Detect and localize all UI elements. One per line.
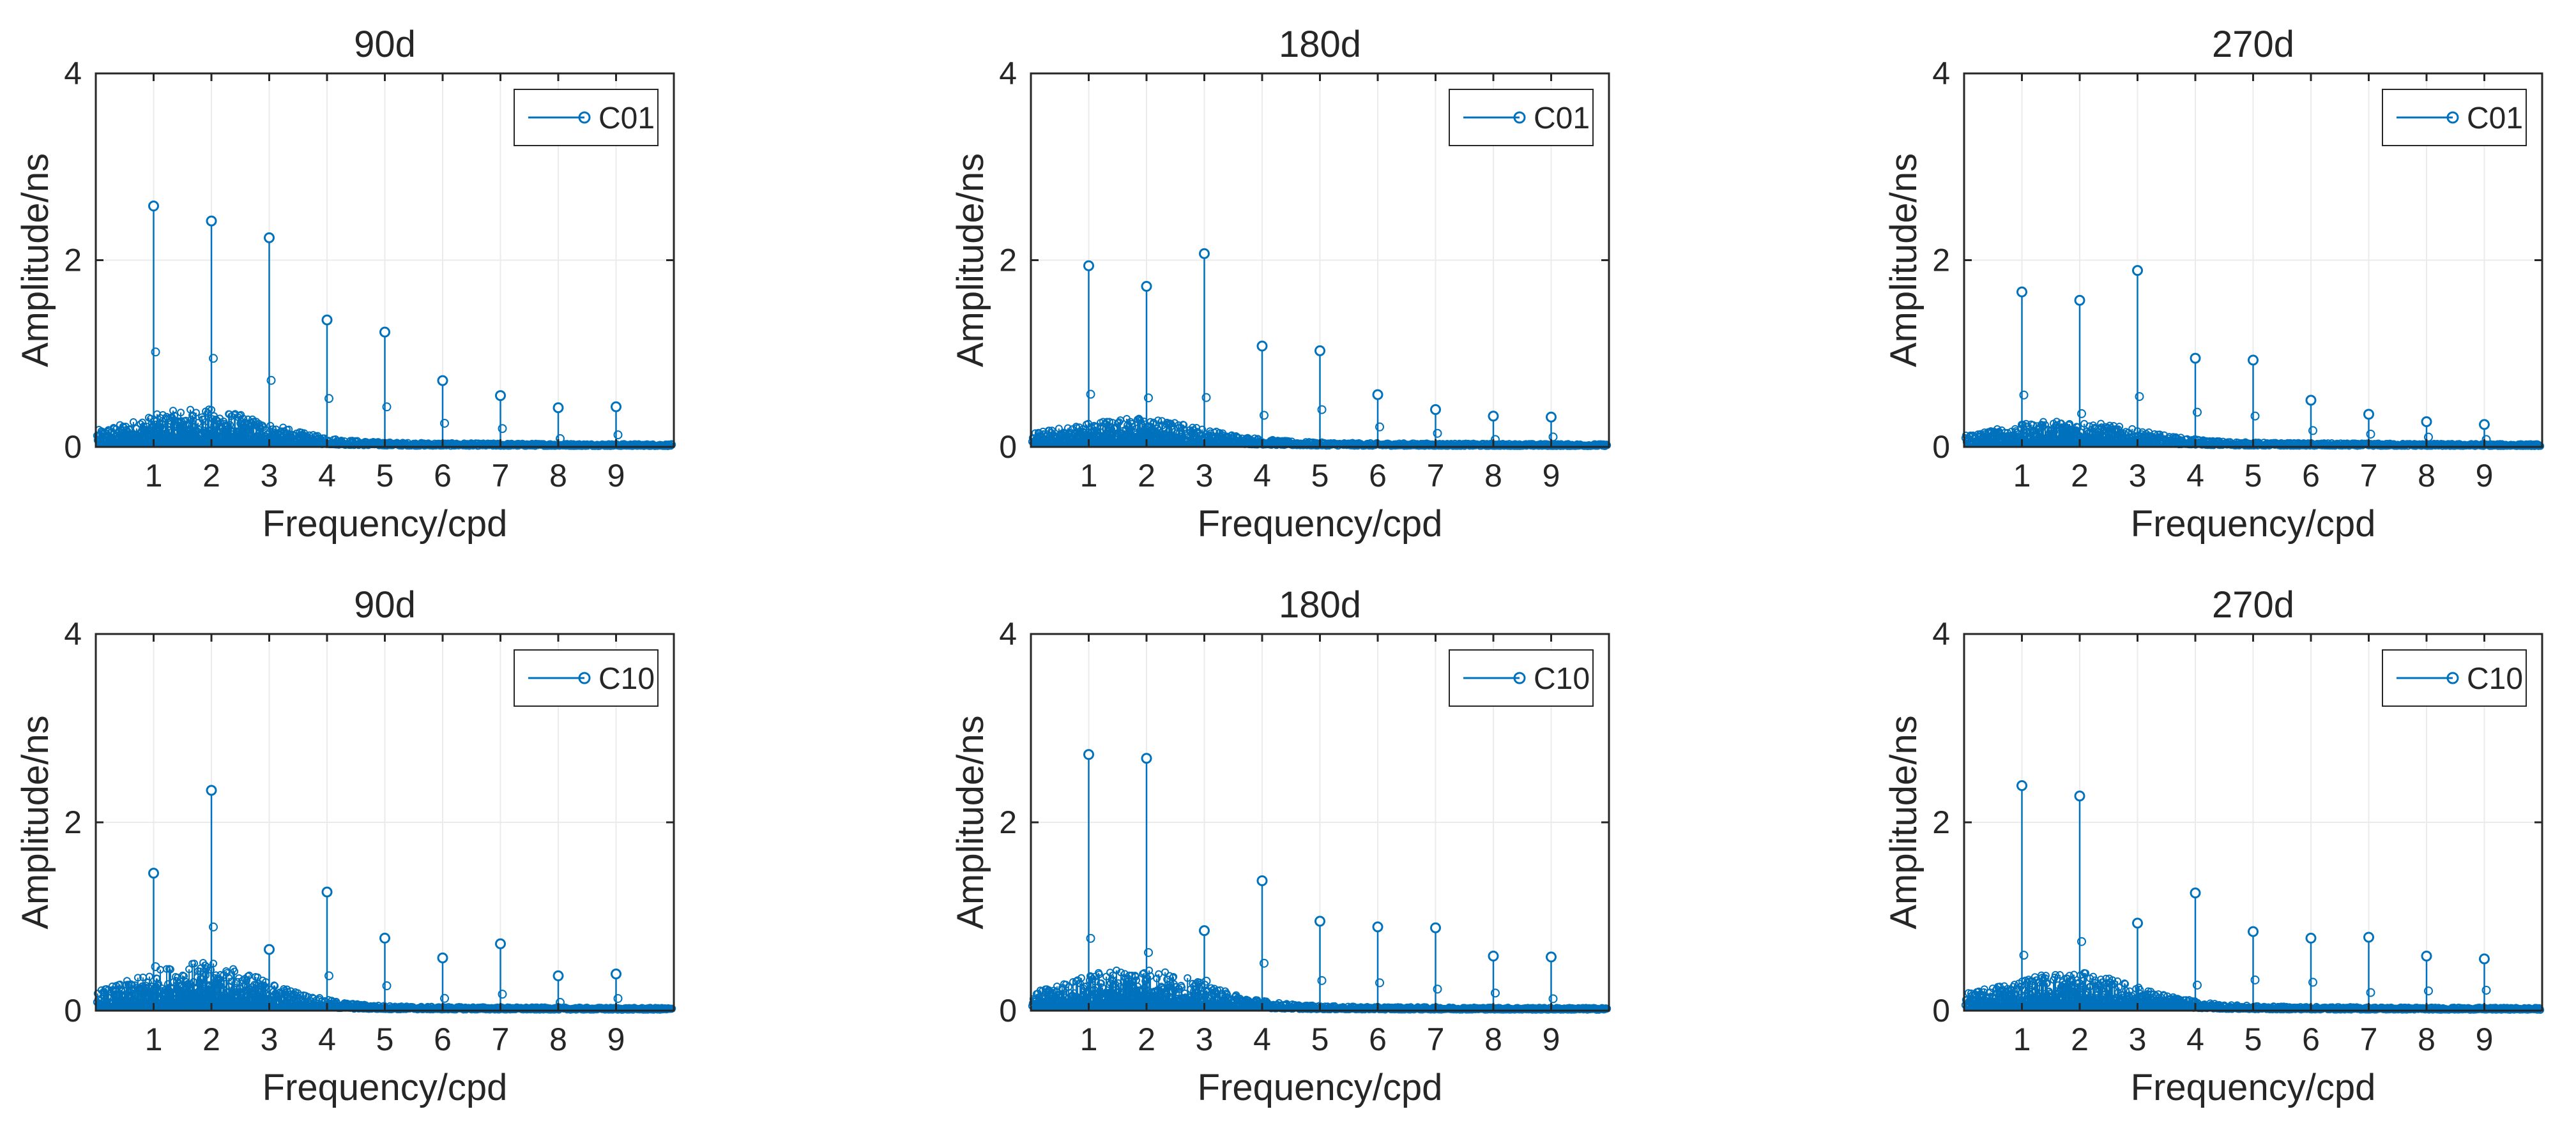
stem-marker [182,416,190,425]
peak-marker [206,215,217,227]
x-tick-label: 1 [145,458,163,494]
panel-1: 1 2 3 4 5 6 7 8 9 0 2 4 90d Frequency/cpd Amplitude/ns… [15,24,676,545]
peak-marker [1372,389,1383,400]
peak-side-marker [266,375,276,385]
peak-side-marker [556,434,565,444]
stem-marker [129,418,137,426]
stem-marker [240,414,248,423]
peak-marker [437,375,448,386]
y-tick-label: 0 [64,429,82,465]
x-tick-label: 9 [607,458,625,494]
stem-marker [1063,424,1072,432]
stem-marker [112,425,120,434]
peak-marker [321,314,333,326]
x-axis-label: Frequency/cpd [263,503,508,545]
peak-marker [1141,280,1152,292]
x-tick-label: 1 [1080,458,1098,494]
stem-marker [259,423,268,432]
peak-marker [148,200,159,212]
peak-marker [1315,345,1325,356]
stem-marker [177,409,185,417]
x-tick-label: 7 [1427,458,1445,494]
y-axis-label: Amplitude/ns [950,153,991,367]
peak-marker [1430,404,1441,415]
x-tick-label: 9 [1543,458,1560,494]
legend: C01 [514,89,659,146]
x-tick-label: 2 [1138,458,1155,494]
x-tick-label: 6 [1369,458,1387,494]
x-tick-label: 4 [1253,458,1271,494]
x-tick-label: 7 [492,458,510,494]
y-tick-label: 2 [64,243,82,278]
x-axis-label: Frequency/cpd [1198,503,1443,545]
y-tick-label: 2 [999,243,1017,278]
peak-side-marker [151,347,160,357]
peak-side-marker [498,424,507,434]
stem-marker [272,425,280,434]
peak-marker [495,390,506,402]
peak-marker [1256,340,1268,352]
panel-title: 90d [354,24,416,65]
legend-marker [578,111,591,124]
peak-marker [611,401,621,412]
peak-side-marker [209,354,218,363]
peak-marker [264,232,275,243]
x-tick-label: 8 [549,458,567,494]
legend: C01 [1449,89,1594,146]
stem-marker [169,407,177,415]
peak-marker [1083,260,1094,271]
x-tick-label: 5 [376,458,394,494]
y-axis-label: Amplitude/ns [15,153,56,367]
stem-marker [170,411,178,419]
x-tick-label: 2 [202,458,220,494]
peak-side-marker [324,394,333,404]
peak-marker [1488,411,1499,422]
y-tick-label: 0 [999,429,1017,465]
peak-side-marker [382,402,392,412]
stem-marker [1105,418,1113,426]
x-tick-label: 5 [1311,458,1329,494]
peak-side-marker [613,430,623,440]
y-tick-label: 4 [999,56,1017,91]
peak-marker [379,326,390,338]
x-tick-label: 4 [318,458,336,494]
panel-title: 180d [1279,24,1361,65]
peak-marker [553,402,564,414]
x-tick-label: 3 [1196,458,1214,494]
x-tick-label: 6 [434,458,452,494]
stem-marker [157,419,165,427]
x-tick-label: 3 [261,458,278,494]
legend-label: C01 [598,102,655,135]
panel-2: 1 2 3 4 5 6 7 8 9 0 2 4 180d Frequency/cpd Amplitude/n… [950,24,1612,545]
stem-marker [192,409,201,417]
y-tick-label: 4 [64,56,82,91]
peak-side-marker [440,418,449,428]
x-tick-label: 8 [1484,458,1502,494]
peak-marker [1199,248,1210,259]
legend-label: C01 [1534,102,1590,135]
panel-3: 1 2 3 4 5 6 7 8 9024270dFrequency/cpdAmplitude/n… [1883,24,2545,545]
peak-marker [1546,411,1557,423]
